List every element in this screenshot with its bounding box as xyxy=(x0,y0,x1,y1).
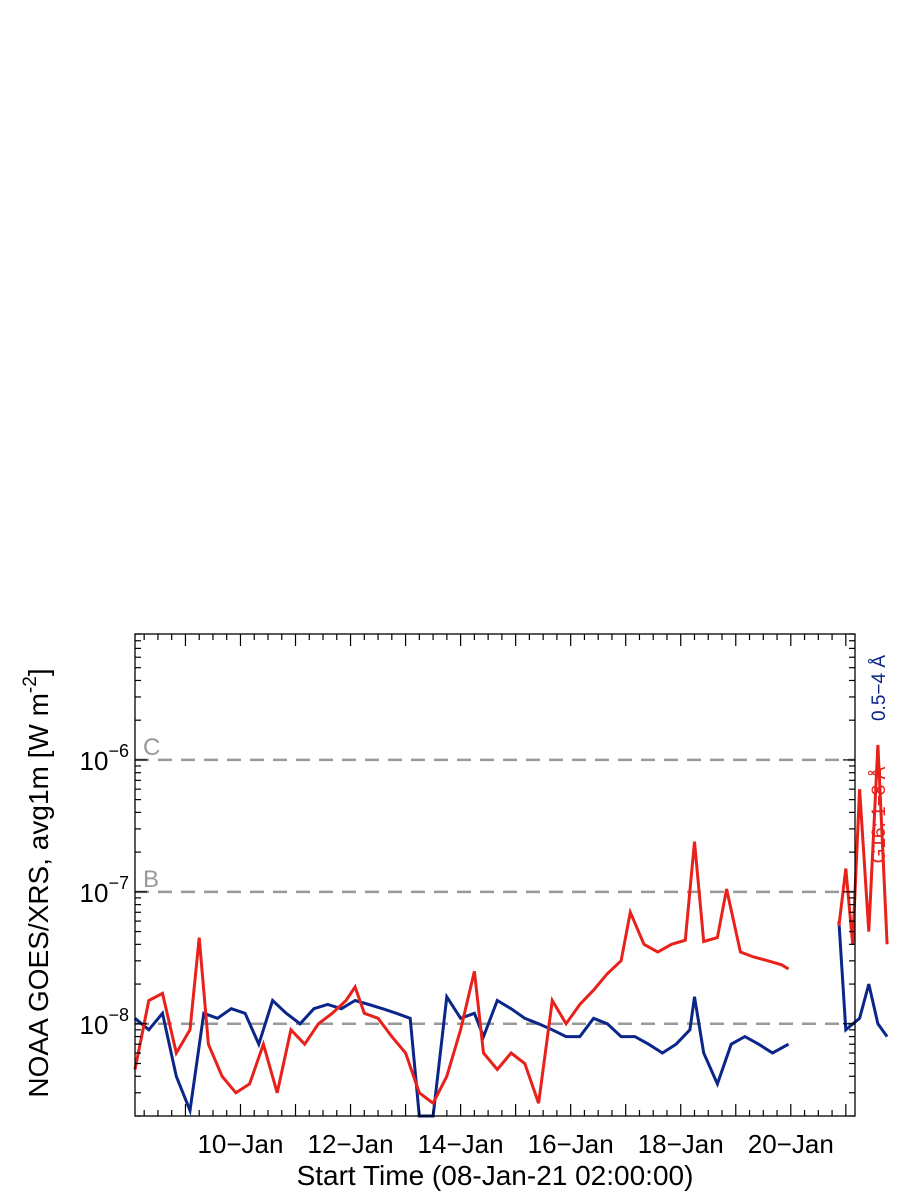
series-short-line xyxy=(134,921,889,1118)
axis-ticks xyxy=(135,633,855,1117)
x-tick-label: 20−Jan xyxy=(748,1129,834,1159)
legend-short-channel: 0.5−4 Å xyxy=(869,655,890,721)
y-axis-title: NOAA GOES/XRS, avg1m [W m-2] xyxy=(20,668,54,1097)
y-tick-exponent: −8 xyxy=(108,1005,129,1025)
y-tick-base: 10 xyxy=(80,1010,109,1040)
y-tick-exponent: −6 xyxy=(108,741,129,761)
flux-series xyxy=(133,744,889,1118)
flare-level-label-c: C xyxy=(143,734,160,761)
y-tick-label: 10−8 xyxy=(80,1005,129,1040)
tick-labels: 10−Jan 12−Jan 14−Jan 16−Jan 18−Jan 20−Jan10−8… xyxy=(80,741,834,1159)
x-axis-title: Start Time (08-Jan-21 02:00:00) xyxy=(297,1160,694,1191)
x-tick-label: 16−Jan xyxy=(528,1129,614,1159)
y-tick-label: 10−7 xyxy=(80,873,129,908)
y-axis-title-main: NOAA GOES/XRS, avg1m [W m xyxy=(23,693,54,1098)
y-axis-title-exponent: -2 xyxy=(20,676,41,693)
y-axis-title-tail: ] xyxy=(23,668,54,676)
x-tick-label: 18−Jan xyxy=(638,1129,724,1159)
y-tick-base: 10 xyxy=(80,878,109,908)
flare-level-lines: CB xyxy=(135,734,855,1026)
x-tick-label: 14−Jan xyxy=(418,1129,504,1159)
x-tick-label: 10−Jan xyxy=(197,1129,283,1159)
y-tick-label: 10−6 xyxy=(80,741,129,776)
series-long-line xyxy=(133,744,889,1106)
y-tick-base: 10 xyxy=(80,746,109,776)
y-tick-exponent: −7 xyxy=(108,873,129,893)
plot-frame xyxy=(134,633,856,1117)
legend-long-channel: G16: 1−8 Å xyxy=(869,766,890,863)
flare-level-label-b: B xyxy=(143,866,159,893)
x-tick-label: 12−Jan xyxy=(308,1129,394,1159)
